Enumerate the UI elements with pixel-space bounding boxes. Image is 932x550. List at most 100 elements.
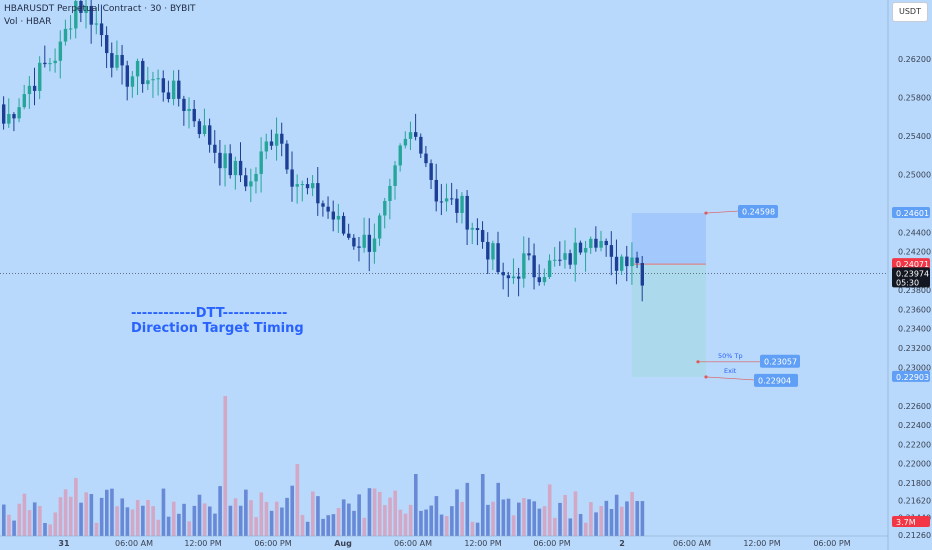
exit-dot: [704, 375, 708, 379]
volume-bar: [640, 501, 645, 536]
price-tick-label: 0.21260: [898, 531, 931, 540]
candle-body: [563, 253, 567, 260]
candle-body: [182, 98, 186, 112]
candle-body: [305, 184, 310, 189]
volume-bar: [311, 491, 315, 536]
volume-bar: [460, 501, 464, 536]
volume-bar: [336, 508, 341, 536]
candle-body: [444, 198, 449, 202]
exit-label: 0.22904: [758, 376, 791, 385]
tp-caption: 50% Tp: [718, 352, 743, 360]
candle-body: [208, 125, 212, 145]
volume-bar: [58, 497, 63, 536]
candle-body: [202, 125, 207, 135]
volume-bar: [32, 502, 37, 536]
candle-body: [218, 152, 222, 169]
time-tick-label: 06:00 PM: [533, 539, 570, 548]
candle-body: [115, 54, 119, 68]
volume-bar: [259, 492, 264, 536]
candle-body: [151, 79, 155, 81]
candle-body: [32, 85, 37, 91]
volume-bar: [22, 493, 27, 536]
candle-body: [455, 198, 459, 213]
candle-body: [522, 253, 526, 279]
candle-body: [594, 238, 598, 248]
volume-bar: [393, 490, 397, 536]
candle-body: [22, 94, 26, 108]
candle-body: [326, 206, 330, 212]
time-tick-label: 31: [58, 539, 70, 548]
time-tick-label: 06:00 AM: [115, 539, 153, 548]
volume-bar: [408, 504, 413, 536]
volume-bar: [542, 506, 547, 536]
time-tick-label: Aug: [334, 539, 352, 548]
volume-bar: [228, 505, 233, 536]
candle-body: [367, 234, 372, 252]
volume-bar: [182, 503, 186, 536]
volume-bar: [450, 506, 454, 536]
volume-bar: [558, 502, 562, 536]
target-dot: [704, 211, 708, 215]
volume-bar: [105, 489, 109, 536]
price-tick-label: 0.22200: [898, 440, 931, 449]
price-tick-label: 0.26200: [898, 55, 931, 64]
volume-bar: [372, 488, 377, 536]
candle-body: [259, 151, 263, 174]
volume-bar: [511, 515, 516, 536]
price-tick-label: 0.25800: [898, 93, 931, 102]
candle-body: [568, 253, 572, 265]
price-badge-value: 0.23974: [896, 269, 929, 278]
candles: [2, 0, 644, 302]
candle-body: [357, 246, 361, 248]
volume-bar: [532, 501, 537, 536]
candle-body: [166, 92, 171, 100]
candle-body: [635, 257, 639, 264]
price-tick-label: 0.23600: [898, 305, 931, 314]
volume-bar: [74, 477, 78, 536]
volume-bar: [491, 501, 495, 536]
candle-body: [254, 173, 258, 182]
volume-bar: [403, 513, 408, 536]
volume-indicator-label[interactable]: Vol · HBAR: [4, 17, 52, 27]
price-tick-label: 0.22000: [898, 460, 931, 469]
exit-label-box: [754, 373, 798, 387]
volume-bar: [614, 494, 619, 536]
candle-body: [527, 253, 531, 256]
volume-bar: [305, 521, 310, 536]
volume-bar: [99, 497, 104, 536]
volume-bar: [300, 514, 305, 536]
candle-body: [94, 23, 99, 25]
volume-bar: [470, 521, 475, 536]
price-tick-label: 0.24400: [898, 228, 931, 237]
time-tick-label: 12:00 PM: [464, 539, 501, 548]
candle-body: [192, 108, 196, 122]
candle-body: [501, 272, 505, 276]
candle-body: [620, 256, 624, 271]
volume-bar: [341, 499, 346, 536]
volume-bar: [146, 499, 150, 536]
volume-bar: [553, 517, 557, 536]
volume-bar: [527, 499, 531, 536]
price-badge: [892, 267, 930, 288]
volume-bar: [609, 508, 614, 536]
candle-body: [141, 60, 145, 85]
volume-bar: [377, 491, 382, 536]
candle-body: [429, 163, 433, 180]
candle-body: [12, 114, 16, 119]
time-tick-label: 2: [619, 539, 625, 548]
candle-body: [614, 256, 619, 271]
volume-bar: [321, 518, 325, 536]
volume-bar: [27, 510, 32, 536]
price-tick-label: 0.21800: [898, 479, 931, 488]
volume-bar: [501, 499, 506, 536]
volume-bar: [238, 505, 243, 536]
currency-button[interactable]: USDT: [892, 2, 928, 22]
price-badge: [892, 516, 930, 527]
volume-bar: [414, 474, 418, 536]
time-tick-label: 12:00 PM: [184, 539, 221, 548]
candle-body: [419, 136, 423, 154]
volume-bar: [455, 489, 459, 536]
candle-body: [53, 60, 57, 64]
